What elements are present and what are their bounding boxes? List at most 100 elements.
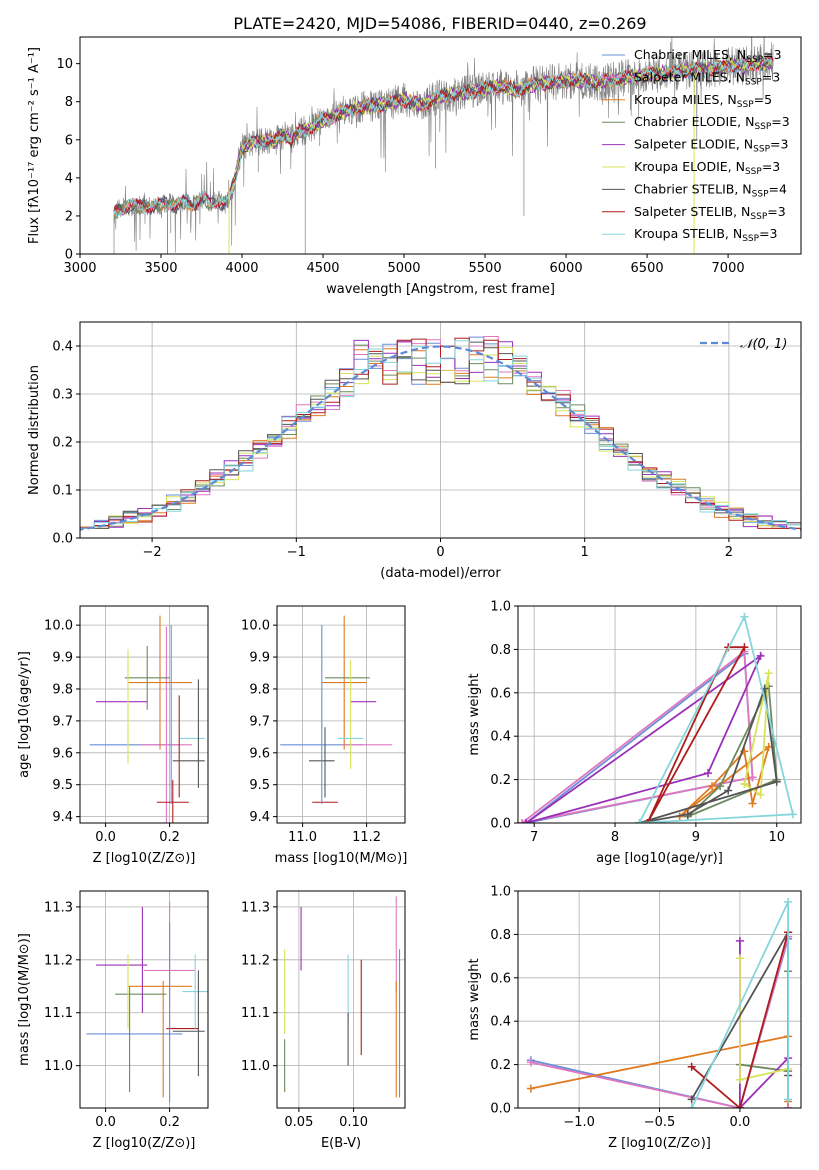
legend-sub: SSP [745, 167, 762, 177]
x-tick-label: 0.2 [159, 1115, 180, 1130]
legend-text: Kroupa MILES, N [634, 92, 737, 107]
y-tick-label: 11.3 [241, 900, 270, 915]
mass-weight-marker-salpeter_stelib [735, 1104, 744, 1108]
y-tick-label: 0.0 [490, 817, 511, 832]
x-tick-label: 6000 [550, 261, 583, 276]
legend-text: =4 [769, 181, 787, 196]
spectrum-panel: 3000 3500 4000 4500 5000 5500 6000 6500 7000 0 2 4 6… [27, 36, 802, 297]
residuals-panel: −2 −1 0 1 2 0.0 0.1 0.2 0.3 0.4 (data-model)/error… [27, 321, 802, 581]
mass_vs_ebv-panel: 0.05 0.10 11.0 11.1 11.2 11.3 E(B-V) [241, 890, 406, 1151]
mass-weight-marker-kroupa_miles [708, 782, 717, 791]
mass_vs_Z-panel: 0.0 0.2 11.0 11.1 11.2 11.3 Z [log10(Z/Z⊙)] mas… [17, 890, 209, 1151]
x-tick-label: 11.2 [352, 830, 381, 845]
y-tick-label: 9.4 [249, 810, 270, 825]
mass-weight-marker-salpeter_stelib [740, 643, 749, 652]
y-tick-label: 9.6 [52, 746, 73, 761]
y-axis-label: age [log10(age/yr)] [17, 651, 32, 778]
legend-text: Salpeter MILES, N [634, 69, 745, 84]
y-tick-label: 0.1 [52, 484, 73, 499]
age_vs_mass-panel: 11.0 11.2 9.4 9.5 9.6 9.7 9.8 9.9 10.0 mass [log1… [241, 605, 408, 866]
y-axis-label: mass weight [467, 673, 482, 755]
massweight_vs_Z-plot-area [526, 897, 793, 1108]
mass-weight-line-salpeter_elodie [525, 653, 763, 823]
legend-text: =3 [767, 204, 785, 219]
y-tick-label: 2 [65, 209, 73, 224]
axes-frame [276, 605, 406, 824]
mass-weight-marker-kroupa_miles [748, 799, 757, 808]
x-tick-label: 7000 [712, 261, 745, 276]
mass-weight-marker-salpeter_stelib [643, 819, 652, 823]
y-tick-label: 1.0 [490, 885, 511, 900]
x-axis-label: age [log10(age/yr)] [596, 851, 723, 866]
x-tick-label: 0 [436, 545, 444, 560]
mass_vs_ebv-plot-area [284, 896, 401, 1098]
mass-weight-marker-kroupa_stelib [635, 819, 644, 823]
y-tick-label: 11.2 [241, 953, 270, 968]
model-fit-kroupa_elodie [228, 57, 774, 203]
legend-label: Salpeter ELODIE, NSSP=3 [634, 137, 788, 155]
y-tick-label: 0.0 [52, 532, 73, 547]
y-tick-label: 0.4 [490, 730, 511, 745]
y-tick-label: 0.0 [490, 1102, 511, 1117]
y-tick-label: 0.2 [52, 436, 73, 451]
legend-text: =3 [763, 47, 781, 62]
y-tick-label: 11.3 [44, 900, 73, 915]
model-fit-kroupa_stelib [113, 55, 774, 218]
x-tick-label: 4000 [225, 261, 258, 276]
y-tick-label: 10.0 [241, 619, 270, 634]
legend-text: Chabrier ELODIE, N [634, 114, 754, 129]
y-tick-label: 0.3 [52, 388, 73, 403]
mass-weight-marker-salpeter_miles [748, 773, 757, 782]
x-tick-label: 6500 [631, 261, 664, 276]
legend-text: =3 [771, 114, 789, 129]
mass-weight-marker-kroupa_elodie [735, 954, 744, 963]
axes-frame [79, 890, 209, 1109]
y-tick-label: 9.7 [249, 714, 270, 729]
mass-weight-marker-kroupa_miles [526, 1084, 535, 1093]
massweight_vs_Z-panel: −1.0 −0.5 0.0 0.0 0.2 0.4 0.6 0.8 1.0 Z [log10(Z/… [467, 885, 802, 1151]
mass-weight-marker-chabrier_stelib [687, 1095, 696, 1104]
legend-text: =3 [762, 159, 780, 174]
residuals-plot-area [80, 336, 801, 531]
x-tick-label: 11.0 [288, 830, 317, 845]
x-tick-label: 0.0 [95, 1115, 116, 1130]
x-axis-label: E(B-V) [321, 1136, 361, 1151]
x-tick-label: 5500 [469, 261, 502, 276]
mass-weight-marker-chabrier_stelib [724, 786, 733, 795]
x-tick-label: 10 [768, 830, 785, 845]
x-tick-label: 5000 [387, 261, 420, 276]
mass-weight-marker-kroupa_elodie [735, 1075, 744, 1084]
massweight_vs_age-panel: 7 8 9 10 0.0 0.2 0.4 0.6 0.8 1.0 age [log10(age/yr… [467, 600, 802, 866]
y-tick-label: 9.9 [52, 651, 73, 666]
legend-label: Kroupa ELODIE, NSSP=3 [634, 159, 780, 177]
axes-frame [79, 36, 802, 255]
y-tick-label: 9.5 [52, 778, 73, 793]
x-tick-label: 0.10 [339, 1115, 368, 1130]
y-tick-label: 6 [65, 133, 73, 148]
x-tick-label: 0.0 [730, 1115, 751, 1130]
y-tick-label: 9.8 [249, 682, 270, 697]
mass-weight-marker-salpeter_elodie [735, 936, 744, 945]
age_vs_mass-plot-area [280, 615, 393, 804]
y-tick-label: 8 [65, 95, 73, 110]
x-axis-label: (data-model)/error [380, 566, 501, 581]
x-tick-label: 0.05 [284, 1115, 313, 1130]
mass-weight-marker-kroupa_stelib [784, 897, 793, 906]
legend-text: =3 [770, 137, 788, 152]
y-tick-label: 0.6 [490, 971, 511, 986]
x-axis-label: wavelength [Angstrom, rest frame] [326, 282, 555, 297]
legend-text: =3 [759, 226, 777, 241]
x-axis-label: mass [log10(M/M⊙)] [275, 851, 408, 866]
y-tick-label: 9.5 [249, 778, 270, 793]
mass-weight-line-chabrier_stelib [639, 688, 778, 823]
y-tick-label: 0.8 [490, 928, 511, 943]
mass-weight-marker-salpeter_elodie [704, 769, 713, 778]
x-tick-label: 0.0 [95, 830, 116, 845]
y-tick-label: 0.2 [490, 773, 511, 788]
mass-weight-line-salpeter_stelib [691, 931, 789, 1108]
legend-label: Kroupa MILES, NSSP=5 [634, 92, 772, 110]
x-tick-label: 4500 [306, 261, 339, 276]
mass-weight-marker-salpeter_elodie [756, 651, 765, 660]
